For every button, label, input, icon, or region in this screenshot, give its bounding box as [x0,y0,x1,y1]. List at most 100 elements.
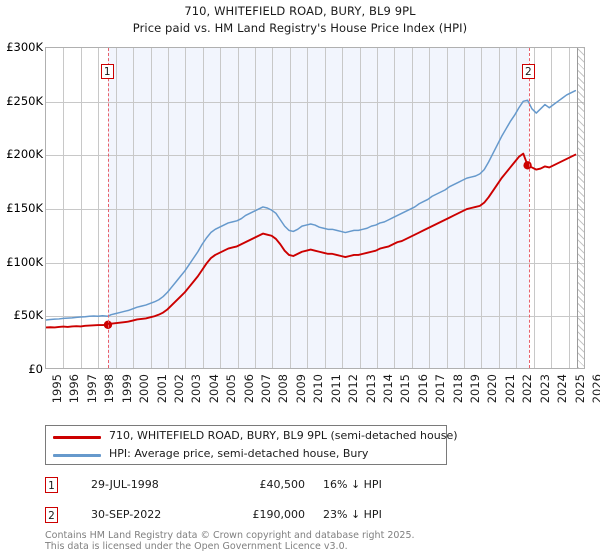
gridline-vertical [202,48,204,368]
x-axis-tick-label: 2014 [380,374,395,404]
gridline-vertical [498,48,500,368]
gridline-vertical [115,48,117,368]
x-axis-tick-label: 2016 [415,374,430,404]
gridline-vertical [376,48,378,368]
gridline-vertical [533,48,535,368]
gridline-vertical [324,48,326,368]
chart-series-layer [46,89,577,329]
gridline-vertical [289,48,291,368]
y-axis-tick-label: £50K [13,308,44,323]
gridline-vertical [464,48,466,368]
gridline-vertical [568,48,570,368]
x-axis-tick-label: 2004 [206,374,221,404]
x-axis-tick-label: 2018 [450,374,465,404]
gridline-vertical [98,48,100,368]
y-axis-tick-label: £200K [6,147,43,162]
legend-swatch-hpi [53,454,101,457]
gridline-vertical [446,48,448,368]
y-axis-tick-label: £0 [28,362,43,376]
x-axis-tick-label: 2022 [520,374,535,404]
transaction-point-marker [523,161,532,170]
x-axis-tick-label: 2002 [171,374,186,404]
footer-attribution: Contains HM Land Registry data © Crown c… [45,530,585,552]
event-marker-badge: 1 [100,64,114,79]
transaction-point-marker [103,320,113,329]
legend-item-price-paid: 710, WHITEFIELD ROAD, BURY, BL9 9PL (sem… [46,427,458,447]
x-axis-tick-label: 1998 [102,374,117,404]
x-axis-tick-label: 2001 [154,374,169,404]
x-axis-tick-label: 2008 [276,374,291,404]
page-title: 710, WHITEFIELD ROAD, BURY, BL9 9PL [184,4,416,18]
transaction-hpi-delta: 16% ↓ HPI [323,478,382,491]
legend-label-hpi: HPI: Average price, semi-detached house,… [109,447,369,460]
x-axis-tick-label: 2020 [485,374,500,404]
x-axis-tick-label: 2017 [433,374,448,404]
legend-label-price-paid: 710, WHITEFIELD ROAD, BURY, BL9 9PL (sem… [109,429,458,442]
gridline-vertical [481,48,483,368]
gridline-vertical [342,48,344,368]
x-axis-tick-label: 2013 [363,374,378,404]
x-axis-tick-label: 2024 [555,374,570,404]
x-axis-tick-label: 2021 [502,374,517,404]
page-subtitle: Price paid vs. HM Land Registry's House … [132,21,468,35]
x-axis-tick-label: 1997 [84,374,99,404]
x-axis-tick-label: 2012 [346,374,361,404]
x-axis-tick-label: 2023 [537,374,552,404]
x-axis-tick-label: 2005 [224,374,239,404]
chart-legend: 710, WHITEFIELD ROAD, BURY, BL9 9PL (sem… [45,425,458,465]
event-vertical-line [529,48,531,368]
x-axis-tick-label: 2019 [468,374,483,404]
x-axis-tick-label: 2000 [137,374,152,404]
chart-plot-area [45,47,585,369]
transaction-price: £40,500 [259,478,306,491]
transaction-marker-badge: 2 [45,507,58,523]
gridline-vertical [150,48,152,368]
gridline-vertical [429,48,431,368]
gridline-vertical [63,48,65,368]
gridline-vertical [185,48,187,368]
x-axis-tick-label: 2010 [311,374,326,404]
gridline-vertical [272,48,274,368]
footer-line-2: This data is licensed under the Open Gov… [45,541,348,552]
transaction-price: £190,000 [252,508,306,521]
gridline-vertical [551,48,553,368]
no-data-hatch-region [577,48,584,368]
footer-line-1: Contains HM Land Registry data © Crown c… [45,530,415,541]
transaction-date: 30-SEP-2022 [91,508,162,521]
event-marker-badge: 2 [521,64,535,79]
gridline-vertical [133,48,135,368]
gridline-horizontal [46,316,584,318]
gridline-horizontal [46,262,584,264]
gridline-horizontal [46,101,584,103]
x-axis-tick-label: 2009 [293,374,308,404]
series-line [46,152,577,329]
gridline-vertical [307,48,309,368]
x-axis-tick-label: 2003 [189,374,204,404]
gridline-vertical [220,48,222,368]
x-axis-tick-label: 2011 [328,374,343,404]
y-axis-tick-label: £100K [6,254,43,269]
chart-gridlines [46,48,584,368]
legend-swatch-price-paid [53,436,101,439]
gridline-vertical [359,48,361,368]
gridline-horizontal [46,155,584,157]
x-axis-tick-label: 1996 [67,374,82,404]
series-line [46,89,577,321]
x-axis-tick-label: 2006 [241,374,256,404]
transaction-date: 29-JUL-1998 [91,478,159,491]
gridline-vertical [394,48,396,368]
y-axis-tick-label: £150K [6,201,43,215]
gridline-vertical [255,48,257,368]
x-axis-tick-label: 2007 [259,374,274,404]
transaction-row: 1 29-JUL-1998 £40,500 16% ↓ HPI [45,477,465,495]
y-axis-tick-label: £300K [6,40,43,54]
gridline-vertical [167,48,169,368]
y-axis-tick-label: £250K [6,93,43,108]
ownership-period-shading [108,48,530,368]
event-vertical-line [108,48,110,368]
gridline-vertical [516,48,518,368]
gridline-vertical [80,48,82,368]
transaction-row: 2 30-SEP-2022 £190,000 23% ↓ HPI [45,507,465,525]
transaction-marker-badge: 1 [45,477,58,493]
